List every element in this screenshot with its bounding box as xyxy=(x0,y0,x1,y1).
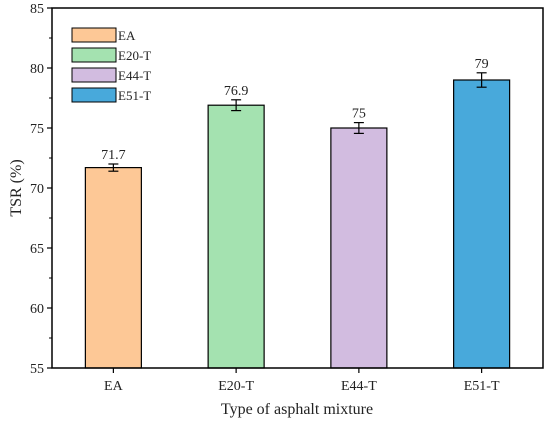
legend-label: E20-T xyxy=(118,48,151,63)
legend-swatch-e44-t xyxy=(71,67,117,83)
data-label: 79 xyxy=(475,57,489,72)
y-tick-label: 60 xyxy=(30,302,44,317)
data-label: 76.9 xyxy=(224,84,249,99)
y-tick-label: 70 xyxy=(30,182,44,197)
x-tick-label: E20-T xyxy=(218,379,254,394)
bars-layer xyxy=(84,79,511,369)
y-tick-label: 80 xyxy=(30,62,44,77)
x-tick-label: E44-T xyxy=(341,379,377,394)
error-bars-layer xyxy=(108,72,487,172)
x-tick-label: EA xyxy=(104,379,124,394)
x-tick-label: E51-T xyxy=(464,379,500,394)
legend-label: E44-T xyxy=(118,68,151,83)
data-labels-layer: 71.7 76.9 75 79 xyxy=(101,57,489,163)
legend-swatch-e51-t xyxy=(71,87,117,103)
x-axis: EA E20-T E44-T E51-T xyxy=(104,368,500,394)
data-label: 75 xyxy=(352,107,366,122)
legend-label: EA xyxy=(118,28,136,43)
data-label: 71.7 xyxy=(101,148,126,163)
x-axis-title: Type of asphalt mixture xyxy=(221,401,373,418)
legend-label: E51-T xyxy=(118,88,151,103)
bar-e51-t xyxy=(453,79,511,369)
bar-ea xyxy=(84,167,142,369)
y-tick-label: 85 xyxy=(30,2,44,17)
legend-swatch-e20-t xyxy=(71,47,117,63)
y-tick-label: 75 xyxy=(30,122,44,137)
y-axis: 55 60 65 70 75 80 85 xyxy=(30,2,52,377)
y-axis-title: TSR (%) xyxy=(8,159,25,216)
bar-e44-t xyxy=(330,127,388,369)
legend: EA E20-T E44-T E51-T xyxy=(71,27,151,103)
y-tick-label: 55 xyxy=(30,362,44,377)
y-tick-label: 65 xyxy=(30,242,44,257)
bar-e20-t xyxy=(207,104,265,369)
legend-swatch-ea xyxy=(71,27,117,43)
